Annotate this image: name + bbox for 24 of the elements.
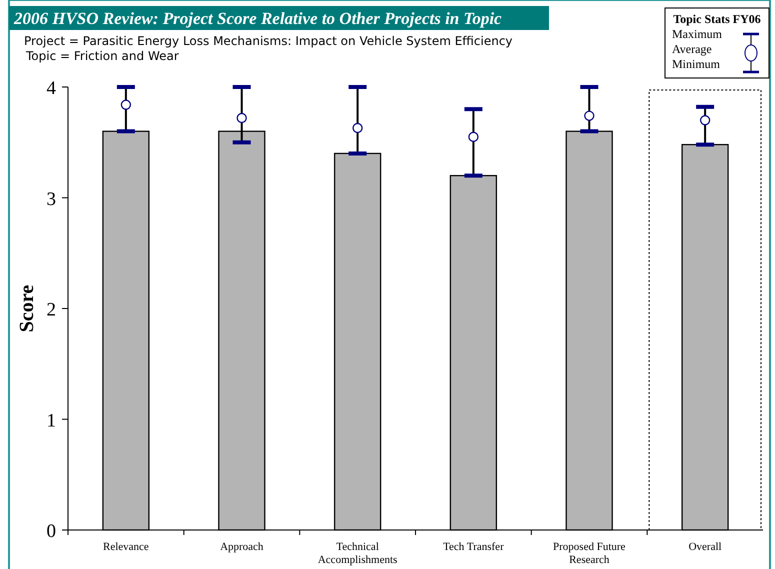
point <box>468 132 479 142</box>
point <box>236 112 247 124</box>
text: Average <box>672 42 712 56</box>
x-tick-label: Overall <box>688 541 722 553</box>
y-tick-label: 1 <box>46 410 56 432</box>
chart-subtitle: Project = Parasitic Energy Loss Mechanisms: Impact on Vehicle System Efficiency Topic = Friction and Wear <box>24 34 513 63</box>
point <box>584 110 594 121</box>
point <box>700 115 710 126</box>
y-tick-label: 4 <box>46 78 56 99</box>
text: Minimum <box>672 57 721 71</box>
chart-title: 2006 HVSO Review: Project Score Relative to Other Projects in Topic <box>13 9 502 28</box>
x-tick-label: Proposed Future Research <box>553 541 626 566</box>
y-tick-label: 3 <box>46 188 56 210</box>
x-tick-label: Tech Transfer <box>443 541 504 553</box>
point <box>352 122 363 134</box>
y-tick-label: 2 <box>46 300 56 320</box>
legend-title: Topic Stats FY06 <box>673 12 761 26</box>
point <box>120 100 132 110</box>
x-tick-label: Relevance <box>103 541 149 553</box>
y-axis-title: Score <box>16 284 38 332</box>
y-tick-label: 0 <box>46 521 56 542</box>
x-tick-label: Approach <box>220 541 264 553</box>
x-tick-label: Technical Accomplishments <box>318 541 398 566</box>
text: Maximum <box>672 27 723 41</box>
